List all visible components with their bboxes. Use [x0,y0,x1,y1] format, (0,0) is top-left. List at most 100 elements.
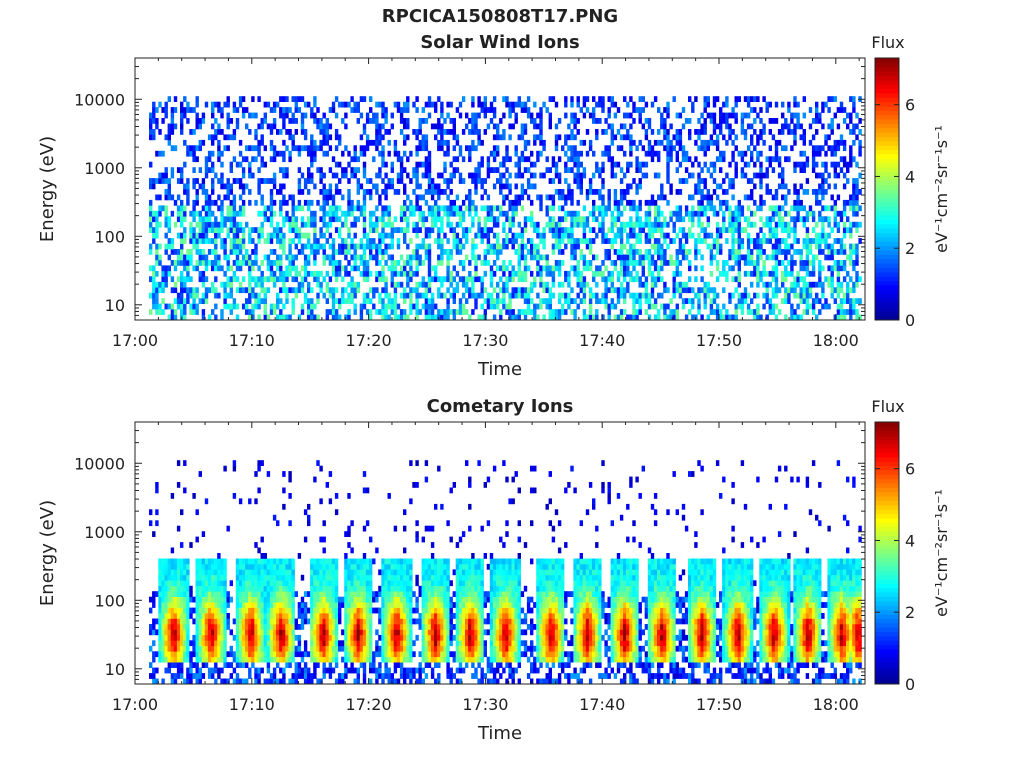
heatmap-cell [226,232,230,239]
heatmap-cell [678,205,683,212]
heatmap-cell [183,287,187,294]
heatmap-cell [511,265,515,272]
heatmap-cell [483,270,487,277]
heatmap-cell [186,145,190,152]
heatmap-cell [403,232,407,239]
heatmap-cell [734,161,738,168]
heatmap-cell [502,292,506,299]
heatmap-cell [799,314,803,321]
heatmap-cell [508,183,512,190]
heatmap-cell [514,150,518,157]
heatmap-cell [647,270,652,277]
heatmap-cell [390,270,394,277]
heatmap-cell [223,145,227,152]
heatmap-cell [579,183,583,190]
heatmap-cell [322,112,326,119]
heatmap-cell [641,172,645,179]
heatmap-cell [468,276,472,283]
heatmap-cell [762,292,766,299]
heatmap-cell [663,221,667,228]
colorbar-segment [875,180,899,186]
heatmap-cell [272,101,277,108]
heatmap-cell [486,123,491,130]
heatmap-cell [765,292,769,299]
heatmap-cell [660,221,664,228]
heatmap-cell [418,145,422,152]
heatmap-cell [260,118,264,124]
heatmap-cell [610,270,614,277]
heatmap-cell [390,161,394,168]
heatmap-cell [731,194,735,201]
heatmap-cell [598,227,602,233]
heatmap-cell [226,183,230,190]
heatmap-cell [793,123,797,130]
heatmap-cell [557,260,562,266]
heatmap-cell [653,221,658,228]
heatmap-cell [220,314,224,321]
heatmap-cell [176,482,181,488]
heatmap-cell [564,134,568,141]
heatmap-cell [836,292,841,299]
heatmap-cell [220,178,224,184]
heatmap-cell [341,194,345,201]
heatmap-cell [688,172,692,179]
heatmap-cell [449,254,453,261]
heatmap-cell [824,178,828,184]
heatmap-cell [709,270,714,277]
heatmap-cell [446,183,450,190]
heatmap-cell [858,298,862,304]
heatmap-cell [802,96,806,102]
heatmap-cell [849,309,853,315]
heatmap-cell [229,292,233,299]
heatmap-cell [331,194,336,201]
heatmap-cell [170,585,175,592]
heatmap-cell [291,199,295,206]
heatmap-cell [774,227,779,233]
heatmap-cell [759,161,763,168]
heatmap-cell [486,205,491,212]
heatmap-cell [545,287,549,294]
heatmap-cell [393,309,398,315]
heatmap-cell [787,156,791,163]
heatmap-cell [644,232,649,239]
heatmap-cell [325,298,329,304]
heatmap-cell [427,167,432,173]
heatmap-cell [375,227,379,233]
heatmap-cell [508,221,512,228]
heatmap-cell [793,281,797,288]
heatmap-cell [307,298,311,304]
heatmap-cell [232,249,237,255]
heatmap-cell [316,107,320,113]
heatmap-cell [415,221,419,228]
heatmap-cell [564,276,568,283]
heatmap-cell [784,314,788,321]
heatmap-cell [657,314,661,321]
heatmap-cell [254,156,258,163]
heatmap-cell [638,254,642,261]
figure-title: RPCICA150808T17.PNG [381,6,619,27]
heatmap-cell [406,281,410,288]
heatmap-cell [731,243,735,250]
heatmap-cell [288,134,292,141]
heatmap-cell [201,178,206,184]
heatmap-cell [180,216,184,223]
heatmap-cell [697,298,701,304]
heatmap-cell [369,216,373,223]
heatmap-cell [821,183,825,190]
heatmap-cell [229,199,233,206]
heatmap-cell [238,150,243,157]
heatmap-cell [709,303,714,310]
heatmap-cell [372,243,376,250]
heatmap-cell [802,112,806,119]
heatmap-cell [173,656,178,663]
heatmap-cell [635,298,639,304]
heatmap-cell [588,287,593,294]
colorbar-segment [875,228,899,234]
heatmap-cell [815,161,819,168]
heatmap-cell [266,265,271,272]
heatmap-cell [737,96,741,102]
heatmap-cell [186,602,190,608]
heatmap-cell [759,199,763,206]
heatmap-cell [623,194,627,201]
heatmap-cell [623,205,627,212]
